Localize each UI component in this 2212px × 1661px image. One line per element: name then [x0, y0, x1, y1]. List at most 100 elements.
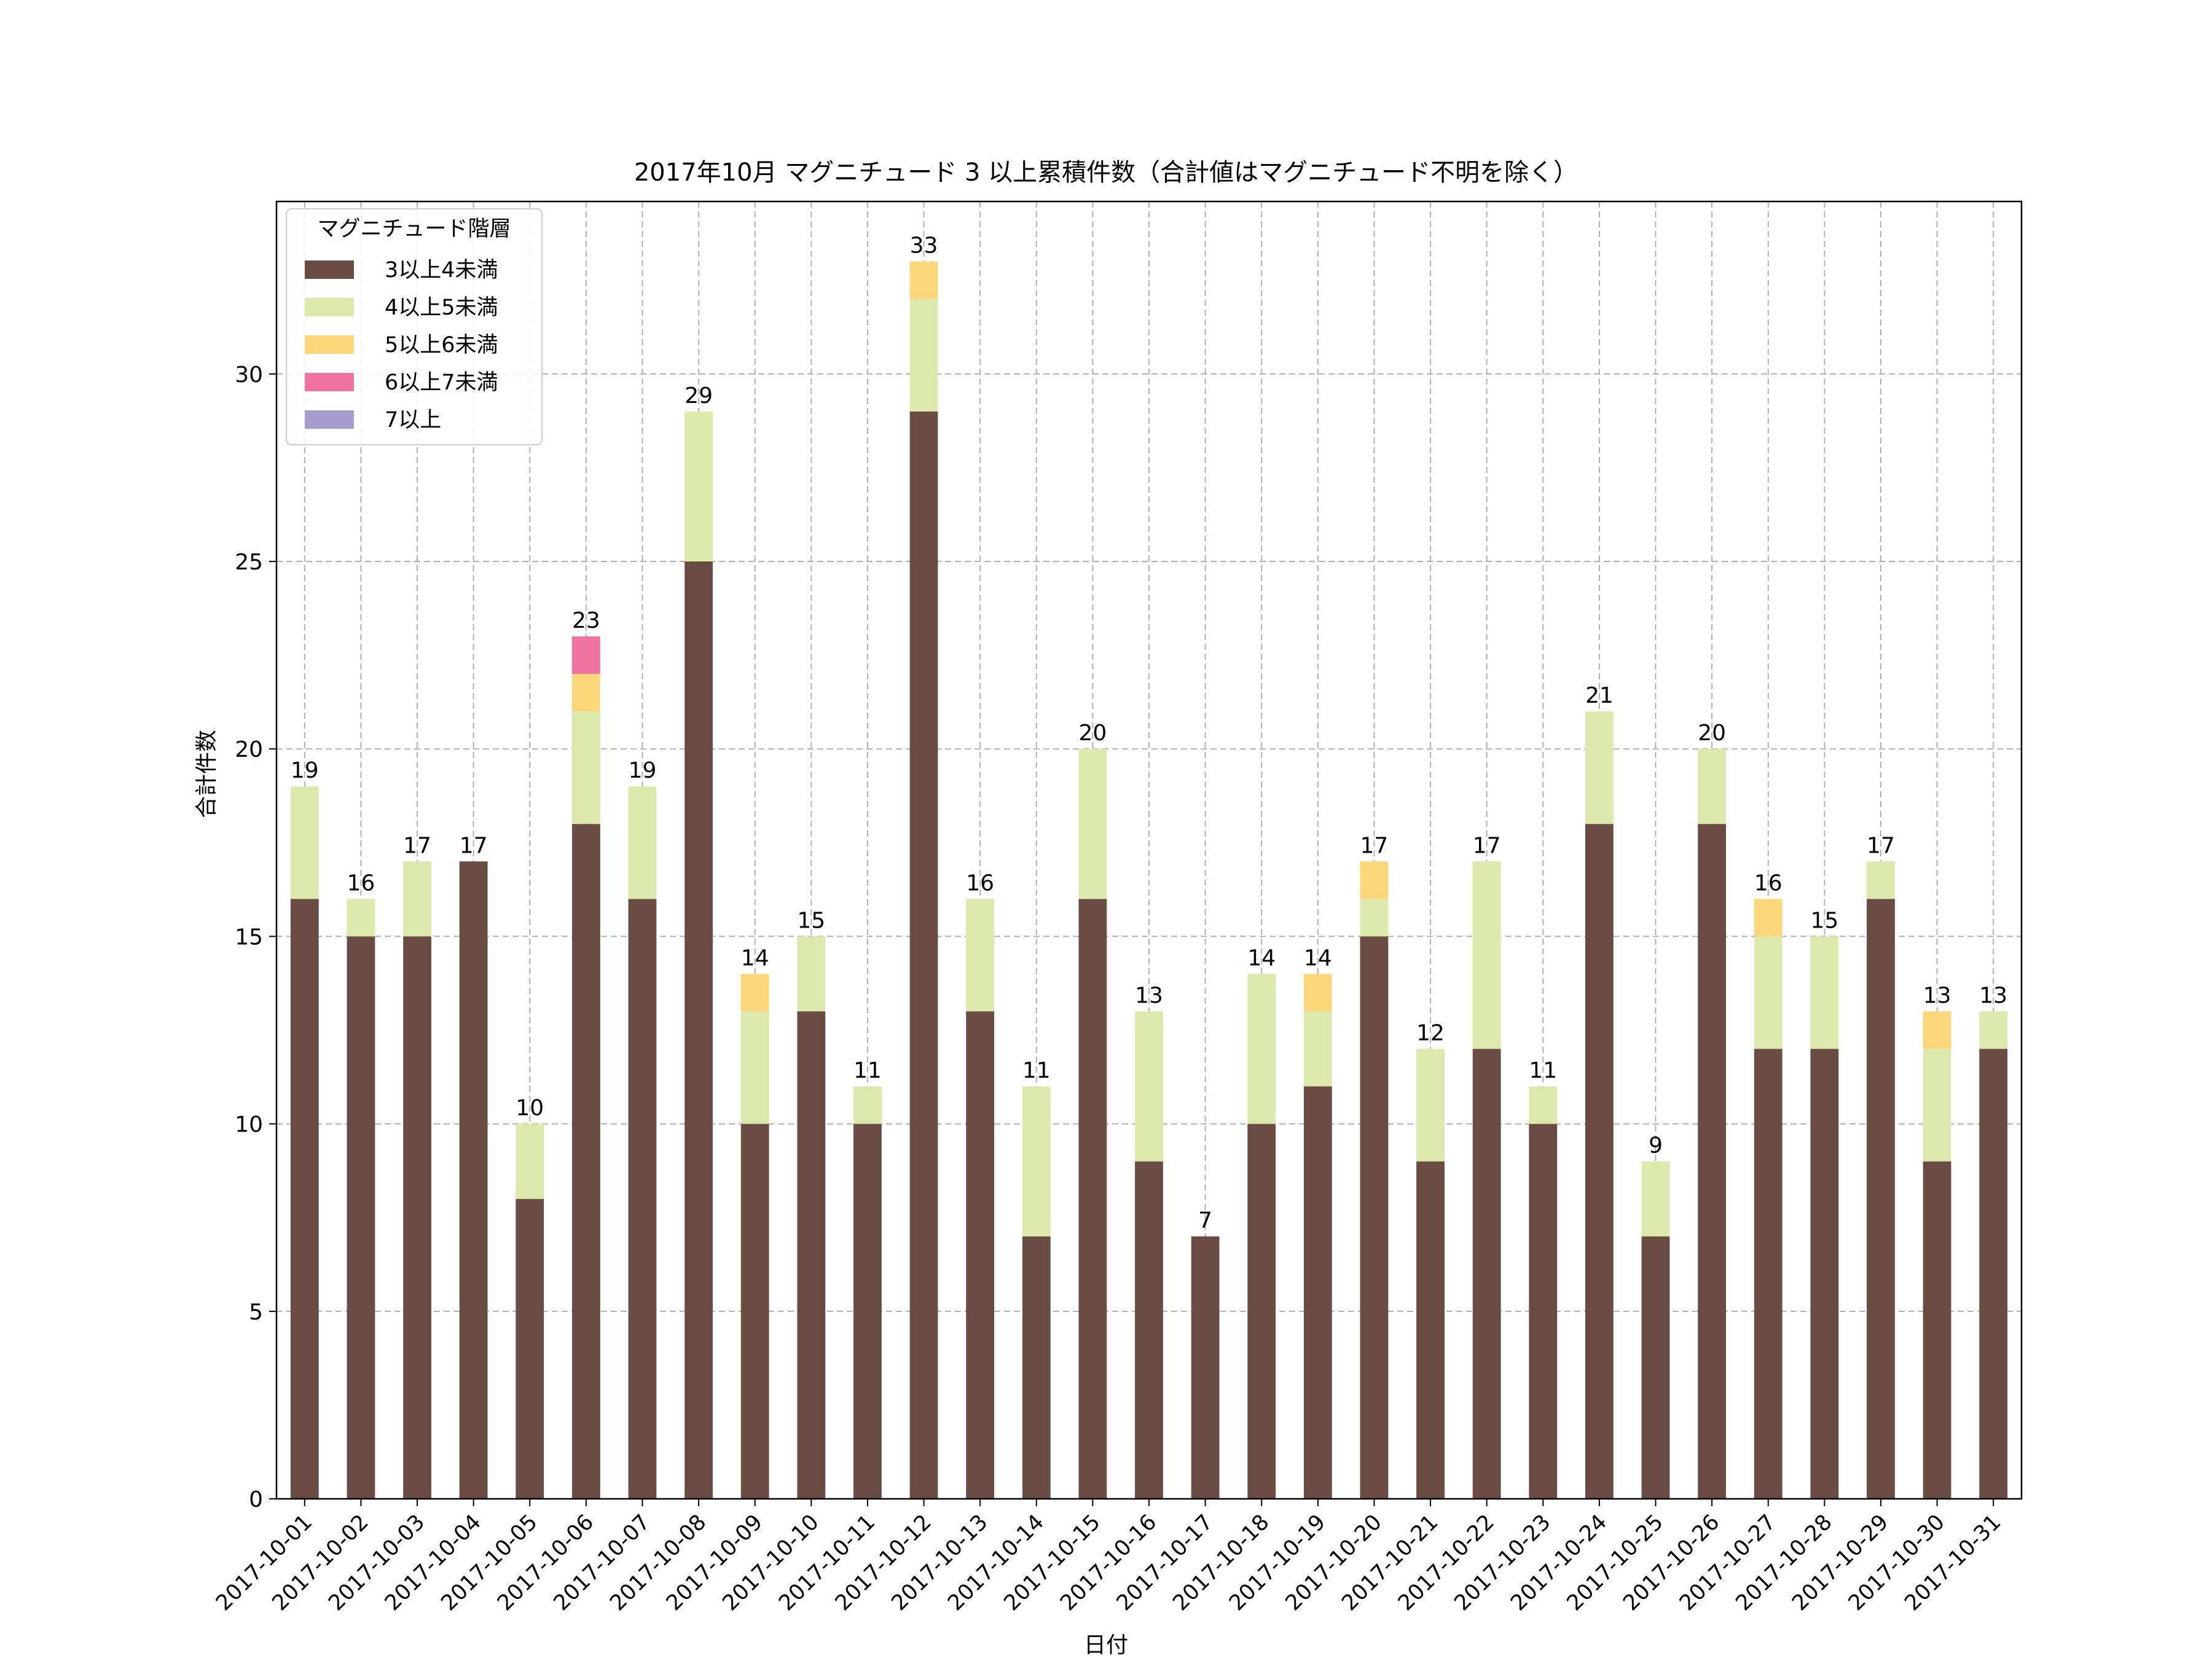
y-tick-label: 30: [235, 362, 263, 388]
bar-segment: [1641, 1161, 1670, 1237]
bar-segment: [1867, 861, 1895, 899]
bar-segment: [403, 936, 431, 1499]
bar-total-label: 14: [741, 945, 769, 971]
bar-segment: [1303, 1011, 1332, 1087]
bar-total-label: 20: [1698, 721, 1726, 746]
bar-segment: [290, 899, 319, 1499]
legend-entry-label: 7以上: [385, 408, 441, 432]
legend-swatch: [305, 298, 354, 316]
bar-segment: [1585, 824, 1614, 1499]
legend-entry-label: 5以上6未満: [385, 333, 498, 358]
legend: マグニチュード階層 3以上4未満 4以上5未満 5以上6未満 6以上7未満 7以上: [286, 208, 543, 445]
bar-total-label: 16: [347, 870, 375, 896]
bar-total-label: 14: [1247, 945, 1276, 971]
bar-segment: [1698, 824, 1727, 1499]
bar-segment: [853, 1124, 882, 1499]
bar-segment: [1979, 1011, 2008, 1049]
bar-segment: [1303, 974, 1332, 1012]
bar-total-label: 9: [1649, 1133, 1663, 1159]
legend-swatch: [305, 260, 354, 279]
bar-segment: [797, 1011, 826, 1499]
bar-total-label: 11: [1022, 1058, 1051, 1084]
bar-segment: [290, 786, 319, 899]
y-axis-label: 合計件数: [194, 730, 219, 818]
y-tick-label: 25: [235, 550, 263, 575]
bar-total-label: 7: [1198, 1208, 1212, 1233]
bar-segment: [966, 899, 995, 1012]
y-tick-label: 20: [235, 737, 263, 762]
bars-layer: [290, 261, 2008, 1499]
bar-segment: [1472, 861, 1501, 1049]
bar-total-label: 11: [853, 1058, 882, 1084]
plot-frame: [275, 200, 2023, 1500]
bar-segment: [1135, 1161, 1163, 1499]
bar-segment: [1529, 1086, 1558, 1124]
bar-segment: [1923, 1161, 1951, 1499]
bar-total-label: 12: [1416, 1021, 1445, 1046]
bar-total-label: 17: [1473, 833, 1501, 858]
bar-segment: [1360, 861, 1389, 899]
bar-total-label: 33: [910, 233, 938, 259]
bar-segment: [1022, 1236, 1051, 1499]
bar-segment: [684, 561, 713, 1499]
bar-segment: [1416, 1049, 1445, 1162]
bar-total-label: 10: [516, 1096, 544, 1121]
bar-total-label: 15: [1810, 908, 1838, 933]
bar-segment: [740, 1124, 769, 1499]
bar-segment: [1923, 1011, 1951, 1049]
bar-segment: [1303, 1086, 1332, 1499]
bar-segment: [740, 1011, 769, 1124]
bar-segment: [1585, 711, 1614, 824]
bar-segment: [347, 899, 375, 937]
bar-segment: [1698, 749, 1727, 824]
bar-segment: [1923, 1049, 1951, 1162]
bar-segment: [1867, 899, 1895, 1499]
bar-total-label: 17: [460, 833, 488, 858]
bar-segment: [516, 1198, 544, 1499]
bar-segment: [571, 636, 600, 674]
bar-total-label: 13: [1135, 983, 1163, 1008]
bar-segment: [1754, 936, 1783, 1049]
bar-segment: [966, 1011, 995, 1499]
legend-swatch: [305, 410, 354, 429]
legend-swatch: [305, 335, 354, 354]
bar-segment: [347, 936, 375, 1499]
bar-segment: [628, 786, 657, 899]
bar-segment: [571, 824, 600, 1499]
bar-total-label: 11: [1529, 1058, 1557, 1084]
bar-segment: [1641, 1236, 1670, 1499]
bar-total-label: 23: [572, 608, 600, 633]
bar-segment: [571, 711, 600, 824]
bar-segment: [1078, 899, 1107, 1499]
bar-segment: [1247, 974, 1276, 1124]
bar-segment: [1810, 1049, 1839, 1499]
bar-segment: [1472, 1049, 1501, 1499]
bar-segment: [909, 261, 938, 299]
total-labels-layer: 19 16 17 17 10 23 19 29 14 15 11 33 16 11 20 13 7 14 14 17 1…: [291, 233, 2007, 1233]
bar-segment: [1022, 1086, 1051, 1237]
x-tick-label: 2017-10-01: [211, 1510, 317, 1616]
bar-total-label: 17: [1867, 833, 1895, 858]
x-axis-label: 日付: [1084, 1633, 1128, 1658]
legend-entry-label: 4以上5未満: [385, 295, 498, 320]
legend-swatch: [305, 373, 354, 391]
bar-segment: [1360, 899, 1389, 937]
bar-segment: [403, 861, 431, 937]
chart-title: 2017年10月 マグニチュード 3 以上累積件数（合計値はマグニチュード不明を…: [634, 158, 1578, 187]
bar-segment: [1810, 936, 1839, 1049]
bar-segment: [516, 1124, 544, 1199]
bar-total-label: 29: [684, 383, 713, 408]
bar-total-label: 13: [1979, 983, 2007, 1008]
legend-title: マグニチュード階層: [317, 217, 511, 241]
bar-segment: [1979, 1049, 2008, 1499]
bar-total-label: 15: [797, 908, 825, 933]
bar-total-label: 13: [1923, 983, 1951, 1008]
legend-entry-label: 3以上4未満: [385, 258, 498, 283]
bar-total-label: 20: [1078, 721, 1107, 746]
y-tick-label: 0: [249, 1487, 263, 1512]
bar-total-label: 16: [1754, 870, 1783, 896]
bar-total-label: 14: [1304, 945, 1332, 971]
bar-total-label: 19: [629, 758, 657, 783]
